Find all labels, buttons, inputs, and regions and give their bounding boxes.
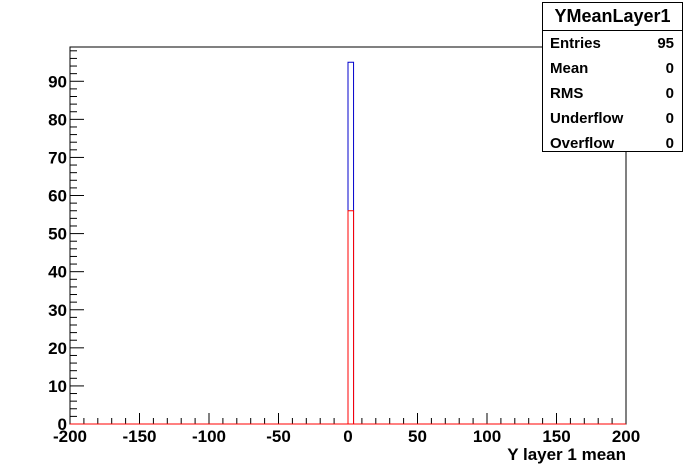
stats-value-underflow: 0	[665, 110, 674, 127]
stats-value-overflow: 0	[665, 135, 674, 152]
stats-box: YMeanLayer1 Entries 95 Mean 0 RMS 0 Unde…	[542, 2, 683, 152]
stats-label-entries: Entries	[550, 35, 601, 52]
x-tick-label: 200	[612, 427, 640, 446]
y-tick-label: 10	[48, 377, 67, 396]
stats-row-mean: Mean 0	[543, 56, 682, 81]
stats-row-rms: RMS 0	[543, 81, 682, 106]
stats-value-rms: 0	[665, 85, 674, 102]
stats-row-overflow: Overflow 0	[543, 131, 682, 156]
stats-value-entries: 95	[657, 35, 674, 52]
y-tick-label: 80	[48, 110, 67, 129]
series-0-bin	[347, 61, 355, 424]
y-tick-label: 20	[48, 339, 67, 358]
x-tick-label: 0	[343, 427, 352, 446]
x-tick-label: -200	[53, 427, 87, 446]
stats-title: YMeanLayer1	[543, 3, 682, 31]
x-tick-label: -50	[266, 427, 291, 446]
stats-label-rms: RMS	[550, 85, 584, 102]
y-tick-label: 60	[48, 187, 67, 206]
y-tick-label: 90	[48, 72, 67, 91]
stats-row-underflow: Underflow 0	[543, 106, 682, 131]
y-tick-label: 30	[48, 301, 67, 320]
y-tick-label: 0	[58, 415, 67, 434]
series-1-bin	[347, 210, 355, 424]
x-tick-label: 100	[473, 427, 501, 446]
y-tick-label: 50	[48, 225, 67, 244]
y-tick-label: 40	[48, 263, 67, 282]
stats-value-mean: 0	[665, 60, 674, 77]
x-tick-label: -100	[192, 427, 226, 446]
x-tick-label: 50	[408, 427, 427, 446]
stats-label-overflow: Overflow	[550, 135, 615, 152]
stats-label-mean: Mean	[550, 60, 589, 77]
stats-label-underflow: Underflow	[550, 110, 624, 127]
x-tick-label: 150	[542, 427, 570, 446]
y-tick-label: 70	[48, 148, 67, 167]
x-tick-label: -150	[122, 427, 156, 446]
stats-row-entries: Entries 95	[543, 31, 682, 56]
x-axis-title: Y layer 1 mean	[507, 445, 626, 464]
